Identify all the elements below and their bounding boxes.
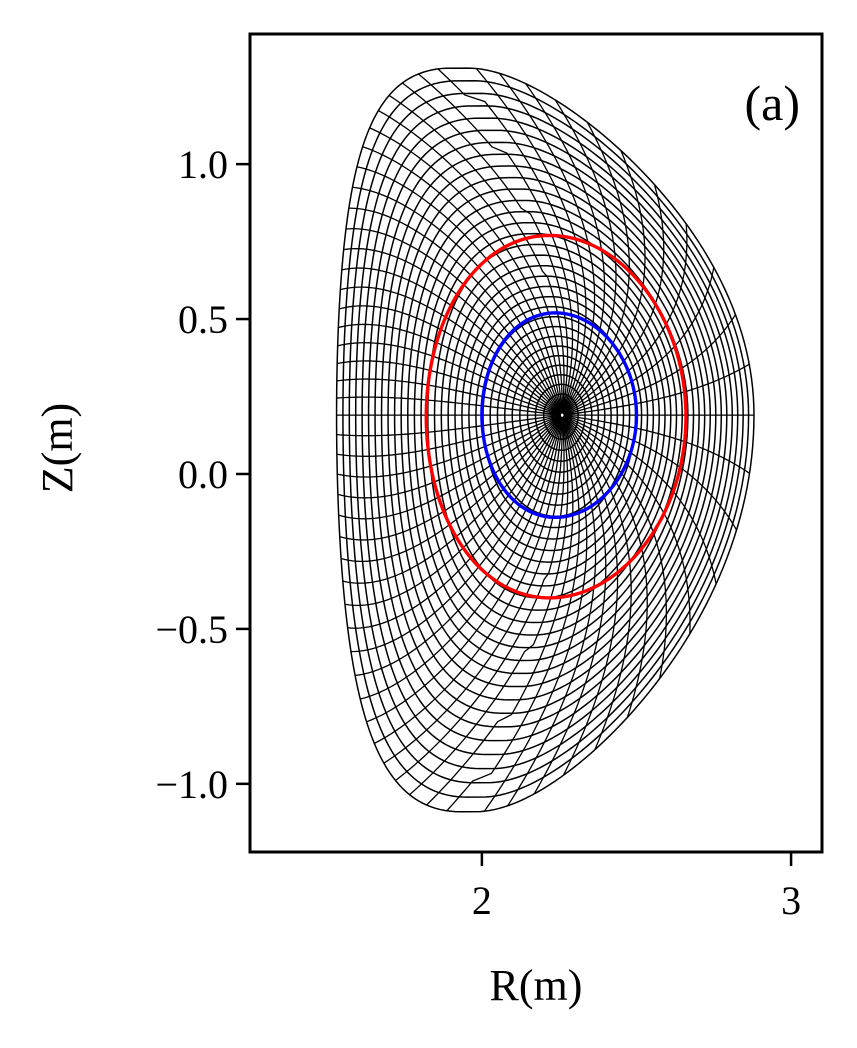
poloidal-grid-line — [342, 416, 562, 584]
poloidal-grid-line — [336, 378, 561, 416]
poloidal-grid-line — [562, 415, 632, 751]
poloidal-grid-line — [563, 223, 688, 416]
poloidal-grid-line — [360, 416, 563, 700]
poloidal-grid-line — [418, 73, 574, 414]
highlighted-flux-surfaces — [424, 233, 688, 600]
poloidal-grid-line — [563, 184, 665, 415]
poloidal-grid-line — [336, 396, 561, 416]
poloidal-grid-line — [336, 414, 561, 437]
x-axis-label: R(m) — [490, 961, 583, 1010]
plot-frame — [248, 32, 824, 854]
poloidal-grid-line — [337, 360, 561, 416]
poloidal-grid-line — [533, 416, 607, 795]
poloidal-grid-line — [369, 127, 563, 414]
poloidal-grid-line — [341, 267, 562, 415]
y-axis-label: Z(m) — [33, 403, 82, 493]
poloidal-grid-line — [344, 416, 562, 607]
poloidal-grid-line — [554, 99, 617, 415]
poloidal-grid-line — [337, 342, 562, 416]
flux-surface-line — [342, 80, 750, 798]
poloidal-grid-line — [563, 314, 736, 416]
poloidal-grid-line — [352, 186, 563, 414]
poloidal-grid-line — [562, 121, 630, 415]
poloidal-grid-line — [383, 417, 563, 764]
poloidal-grid-line — [562, 415, 648, 718]
poloidal-grid-line — [563, 267, 715, 416]
poloidal-grid-line — [362, 146, 563, 414]
poloidal-grid-line — [562, 416, 619, 776]
poloidal-grid-line — [507, 416, 597, 807]
flux-coordinate-mesh — [335, 67, 755, 813]
poloidal-grid-line — [356, 166, 563, 414]
axis-ticks: 2 3 1.0 0.5 0.0 −0.5 −1.0 — [155, 142, 801, 923]
blue-flux-surface — [480, 311, 639, 520]
x-tick-label: 3 — [781, 878, 801, 923]
poloidal-grid-line — [338, 415, 562, 520]
poloidal-grid-line — [340, 415, 562, 563]
poloidal-grid-line — [563, 363, 750, 416]
poloidal-grid-line — [498, 72, 596, 414]
poloidal-grid-line — [345, 228, 562, 415]
y-tick-label: 0.0 — [178, 452, 228, 497]
flux-surface-line — [354, 105, 739, 770]
y-tick-label: 0.5 — [178, 297, 228, 342]
poloidal-grid-line — [563, 415, 668, 679]
poloidal-grid-line — [339, 415, 562, 541]
poloidal-grid-line — [563, 414, 738, 531]
y-tick-label: −0.5 — [155, 607, 228, 652]
poloidal-grid-line — [337, 415, 562, 499]
poloidal-grid-line — [340, 286, 562, 415]
poloidal-grid-line — [475, 68, 587, 414]
y-tick-label: −1.0 — [155, 762, 228, 807]
poloidal-grid-line — [338, 323, 562, 415]
poloidal-grid-line — [343, 247, 562, 415]
poloidal-grid-line — [563, 415, 691, 634]
poloidal-grid-line — [336, 414, 561, 457]
poloidal-grid-line — [388, 94, 565, 414]
poloidal-grid-line — [347, 416, 562, 629]
red-flux-surface — [424, 233, 688, 600]
poloidal-grid-line — [348, 207, 563, 414]
panel-label: (a) — [745, 75, 801, 131]
poloidal-grid-line — [525, 83, 606, 415]
poloidal-grid-line — [483, 416, 588, 812]
poloidal-grid-line — [563, 415, 717, 585]
poloidal-grid-line — [563, 414, 750, 474]
flux-surface-line — [335, 67, 755, 813]
poloidal-grid-line — [339, 305, 562, 415]
x-tick-label: 2 — [472, 878, 492, 923]
poloidal-grid-line — [446, 416, 580, 812]
poloidal-grid-line — [437, 68, 580, 414]
poloidal-grid-line — [378, 110, 563, 414]
poloidal-grid-line — [337, 415, 562, 478]
poloidal-grid-line — [401, 82, 569, 414]
poloidal-grid-line — [562, 150, 646, 415]
y-tick-label: 1.0 — [178, 142, 228, 187]
poloidal-grid-line — [374, 417, 563, 744]
poloidal-grid-line — [366, 416, 563, 723]
